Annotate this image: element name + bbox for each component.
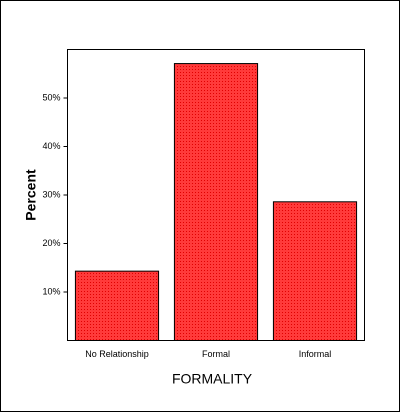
y-tick-label: 30% xyxy=(42,189,60,199)
bar xyxy=(74,270,160,341)
x-tick-label: Informal xyxy=(299,349,332,359)
x-tick-label: Formal xyxy=(202,349,230,359)
y-tick-label: 20% xyxy=(42,238,60,248)
y-tick-label: 10% xyxy=(42,286,60,296)
y-tick-label: 50% xyxy=(42,92,60,102)
y-axis-title: Percent xyxy=(23,169,39,221)
y-tick-label: 40% xyxy=(42,141,60,151)
x-axis-title: FORMALITY xyxy=(172,371,253,387)
x-tick-label: No Relationship xyxy=(85,349,149,359)
bar xyxy=(173,63,259,341)
bar xyxy=(272,201,358,341)
